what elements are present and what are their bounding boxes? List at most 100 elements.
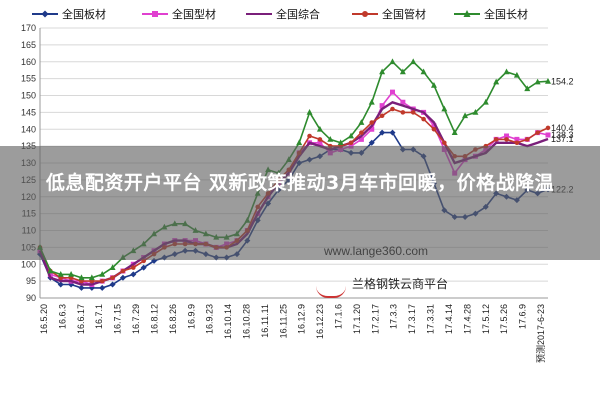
data-point [410, 58, 417, 65]
data-point [47, 267, 54, 274]
x-tick-label: 16.11.11 [260, 304, 270, 338]
legend-label: 全国型材 [172, 7, 216, 21]
data-point [369, 126, 375, 132]
x-tick-label: 16.8.26 [168, 304, 178, 334]
data-point [109, 281, 116, 288]
y-tick-label: 150 [21, 91, 36, 101]
legend-marker [362, 11, 368, 17]
end-value-label: 154.2 [551, 76, 574, 86]
data-point [120, 268, 126, 274]
y-tick-label: 165 [21, 40, 36, 50]
x-axis-ticks: 16.5.20 16.6.3 16.6.17 16.7.1 16.7.15 16.7.29… [39, 304, 546, 363]
data-point [534, 78, 541, 85]
x-tick-label: 预测2017-6-23 [536, 304, 546, 363]
x-tick-label: 16.10.14 [223, 304, 233, 339]
data-point [140, 264, 147, 271]
data-point [545, 132, 551, 138]
data-point [389, 129, 396, 136]
x-tick-label: 16.6.3 [57, 304, 67, 329]
data-point [400, 110, 406, 115]
data-point [513, 71, 520, 78]
y-tick-label: 90 [26, 293, 36, 303]
chart-legend: 全国板材 全国型材 全国综合 全国管材 全国长材 [32, 7, 528, 21]
data-point [524, 137, 530, 142]
data-point [524, 85, 531, 92]
data-point [493, 137, 499, 142]
x-tick-label: 16.10.28 [241, 304, 251, 339]
data-point [316, 125, 323, 132]
data-point [358, 136, 364, 142]
y-tick-label: 95 [26, 276, 36, 286]
data-point [99, 278, 105, 284]
x-tick-label: 17.4.28 [462, 304, 472, 334]
banner-title: 低息配资开户平台 双新政策推动3月车市回暖，价格战降温 [45, 172, 555, 194]
data-point [307, 133, 312, 139]
data-point [327, 135, 334, 142]
data-point [472, 108, 479, 115]
x-tick-label: 16.9.23 [205, 304, 215, 334]
data-point [514, 140, 520, 146]
data-point [78, 274, 85, 281]
y-tick-label: 145 [21, 107, 36, 117]
data-point [130, 271, 137, 278]
data-point [358, 119, 365, 125]
data-point [99, 284, 106, 291]
data-point [379, 113, 385, 119]
legend-label: 全国综合 [276, 7, 320, 21]
y-tick-label: 155 [21, 74, 36, 84]
x-tick-label: 16.7.29 [131, 304, 141, 334]
y-tick-label: 140 [21, 124, 36, 134]
data-point [379, 129, 386, 136]
watermark-logo [316, 286, 346, 298]
data-point [431, 123, 437, 129]
data-point [390, 106, 395, 112]
data-point [462, 112, 469, 119]
data-point [545, 125, 551, 131]
data-point [379, 103, 385, 109]
y-tick-label: 160 [21, 57, 36, 67]
x-tick-label: 17.5.12 [481, 304, 491, 334]
data-point [399, 68, 406, 75]
watermark-name: 兰格钢铁云商平台 [352, 277, 449, 291]
data-point [57, 281, 64, 288]
data-point [504, 133, 510, 139]
data-point [78, 284, 85, 291]
legend-item: 全国型材 [142, 7, 216, 21]
data-point [420, 68, 427, 75]
data-point [337, 139, 344, 146]
x-tick-label: 17.3.17 [407, 304, 417, 334]
legend-label: 全国管材 [382, 7, 426, 21]
data-point [400, 99, 406, 105]
data-point [442, 140, 447, 146]
y-tick-label: 100 [21, 259, 36, 269]
data-point [410, 110, 416, 115]
data-point [369, 120, 375, 125]
data-point [430, 81, 437, 88]
x-tick-label: 16.12.23 [315, 304, 325, 339]
data-point [441, 105, 448, 112]
data-point [493, 78, 500, 85]
data-point [348, 140, 354, 146]
data-point [306, 108, 313, 115]
data-point [482, 98, 489, 105]
data-point [535, 130, 540, 135]
x-tick-label: 16.7.15 [113, 304, 123, 334]
data-point [119, 274, 126, 281]
x-tick-label: 16.8.12 [149, 304, 159, 334]
x-tick-label: 16.11.25 [278, 304, 288, 338]
legend-item: 全国长材 [454, 7, 528, 21]
x-tick-label: 17.1.20 [352, 304, 362, 334]
legend-label: 全国长材 [484, 7, 528, 21]
data-point [99, 270, 106, 277]
data-point [514, 136, 520, 142]
data-point [504, 137, 509, 142]
data-point [88, 274, 95, 281]
data-point [131, 265, 136, 270]
data-point [57, 270, 64, 277]
data-point [317, 137, 323, 142]
x-tick-label: 17.3.31 [426, 304, 436, 334]
data-point [317, 140, 323, 146]
x-tick-label: 17.6.9 [518, 304, 528, 329]
x-tick-label: 17.4.14 [444, 304, 454, 334]
